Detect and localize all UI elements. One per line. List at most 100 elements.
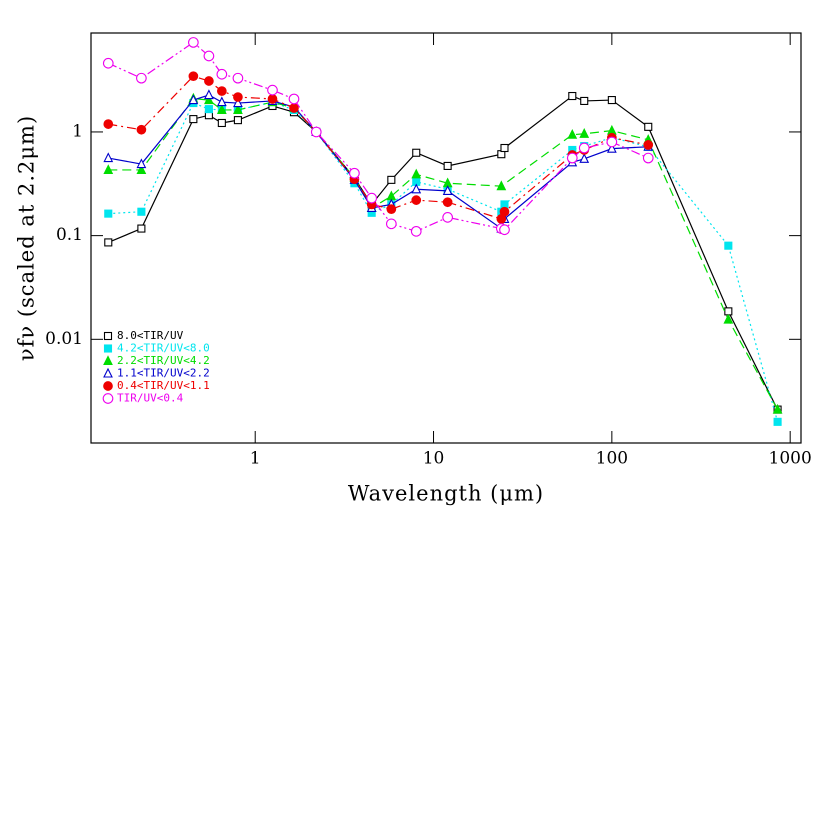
marker bbox=[773, 417, 782, 426]
legend-label: 8.0<TIR/UV bbox=[117, 329, 184, 342]
legend-marker bbox=[102, 393, 114, 404]
marker bbox=[499, 206, 510, 217]
marker bbox=[233, 104, 243, 114]
marker bbox=[499, 224, 510, 236]
marker bbox=[566, 152, 578, 164]
marker bbox=[772, 403, 783, 414]
legend-label: 1.1<TIR/UV<2.2 bbox=[117, 367, 210, 380]
y-tick-label: 0.1 bbox=[56, 225, 83, 245]
x-tick-label: 1 bbox=[250, 449, 261, 469]
marker bbox=[386, 190, 397, 201]
marker bbox=[204, 105, 213, 114]
marker bbox=[267, 94, 278, 104]
marker bbox=[216, 96, 227, 107]
marker bbox=[136, 72, 147, 84]
legend-label: 2.2<TIR/UV<4.2 bbox=[117, 354, 210, 367]
marker bbox=[104, 209, 113, 218]
marker bbox=[188, 94, 199, 105]
marker bbox=[136, 158, 147, 169]
marker bbox=[387, 175, 396, 184]
marker bbox=[204, 76, 214, 86]
x-tick-label: 10 bbox=[423, 449, 445, 469]
marker bbox=[579, 128, 590, 138]
y-tick-label: 1 bbox=[72, 121, 83, 141]
marker bbox=[580, 96, 589, 106]
marker bbox=[442, 185, 453, 195]
plot-frame bbox=[90, 32, 802, 444]
marker bbox=[366, 192, 378, 204]
marker bbox=[607, 96, 616, 105]
marker bbox=[216, 86, 227, 96]
marker bbox=[233, 116, 242, 125]
marker bbox=[267, 84, 278, 96]
x-tick-label: 100 bbox=[596, 449, 628, 469]
marker bbox=[188, 71, 199, 82]
marker bbox=[310, 126, 322, 138]
marker bbox=[203, 50, 215, 62]
marker bbox=[349, 167, 360, 179]
marker bbox=[288, 93, 300, 105]
x-tick-label: 1000 bbox=[769, 449, 812, 469]
marker bbox=[411, 195, 422, 205]
marker bbox=[411, 183, 422, 194]
marker bbox=[136, 164, 147, 174]
marker bbox=[642, 152, 654, 164]
marker bbox=[411, 168, 422, 179]
marker bbox=[385, 218, 397, 230]
marker bbox=[724, 307, 733, 316]
y-tick-label: 0.01 bbox=[45, 329, 83, 349]
marker bbox=[102, 57, 114, 69]
marker bbox=[233, 92, 243, 102]
series-line bbox=[108, 75, 649, 220]
series-line bbox=[108, 95, 779, 410]
marker bbox=[189, 115, 198, 124]
marker bbox=[137, 224, 146, 233]
series-line bbox=[108, 101, 779, 422]
marker bbox=[496, 180, 507, 191]
marker bbox=[289, 103, 299, 113]
marker bbox=[204, 94, 214, 105]
marker bbox=[136, 124, 147, 135]
marker bbox=[410, 225, 422, 237]
series-line bbox=[108, 41, 649, 232]
marker bbox=[723, 313, 734, 324]
marker bbox=[606, 142, 617, 153]
marker bbox=[412, 148, 421, 157]
legend-marker bbox=[103, 367, 113, 378]
marker bbox=[643, 140, 654, 150]
marker bbox=[568, 91, 577, 101]
marker bbox=[578, 142, 590, 154]
marker bbox=[103, 119, 114, 129]
marker bbox=[216, 104, 227, 114]
y-axis-label: νfν (scaled at 2.2μm) bbox=[15, 115, 39, 361]
marker bbox=[232, 72, 244, 84]
marker bbox=[442, 197, 453, 208]
marker bbox=[644, 122, 653, 131]
marker bbox=[104, 238, 113, 247]
marker bbox=[579, 153, 590, 163]
marker bbox=[103, 164, 114, 174]
marker bbox=[567, 128, 578, 139]
marker bbox=[103, 152, 114, 163]
legend-marker bbox=[103, 355, 113, 366]
marker bbox=[606, 136, 618, 148]
marker bbox=[443, 161, 452, 170]
legend-label: 0.4<TIR/UV<1.1 bbox=[117, 379, 210, 392]
marker bbox=[233, 97, 243, 108]
marker bbox=[500, 200, 509, 209]
x-axis-label: Wavelength (μm) bbox=[348, 482, 544, 506]
legend-marker bbox=[103, 344, 113, 353]
legend-label: TIR/UV<0.4 bbox=[117, 392, 184, 405]
marker bbox=[188, 37, 199, 48]
marker bbox=[500, 143, 509, 153]
marker bbox=[442, 212, 453, 223]
marker bbox=[137, 207, 146, 216]
marker bbox=[216, 68, 228, 80]
series-line bbox=[108, 94, 649, 230]
marker bbox=[724, 241, 733, 250]
legend-marker bbox=[103, 381, 113, 391]
marker bbox=[204, 89, 214, 100]
marker bbox=[217, 118, 226, 128]
